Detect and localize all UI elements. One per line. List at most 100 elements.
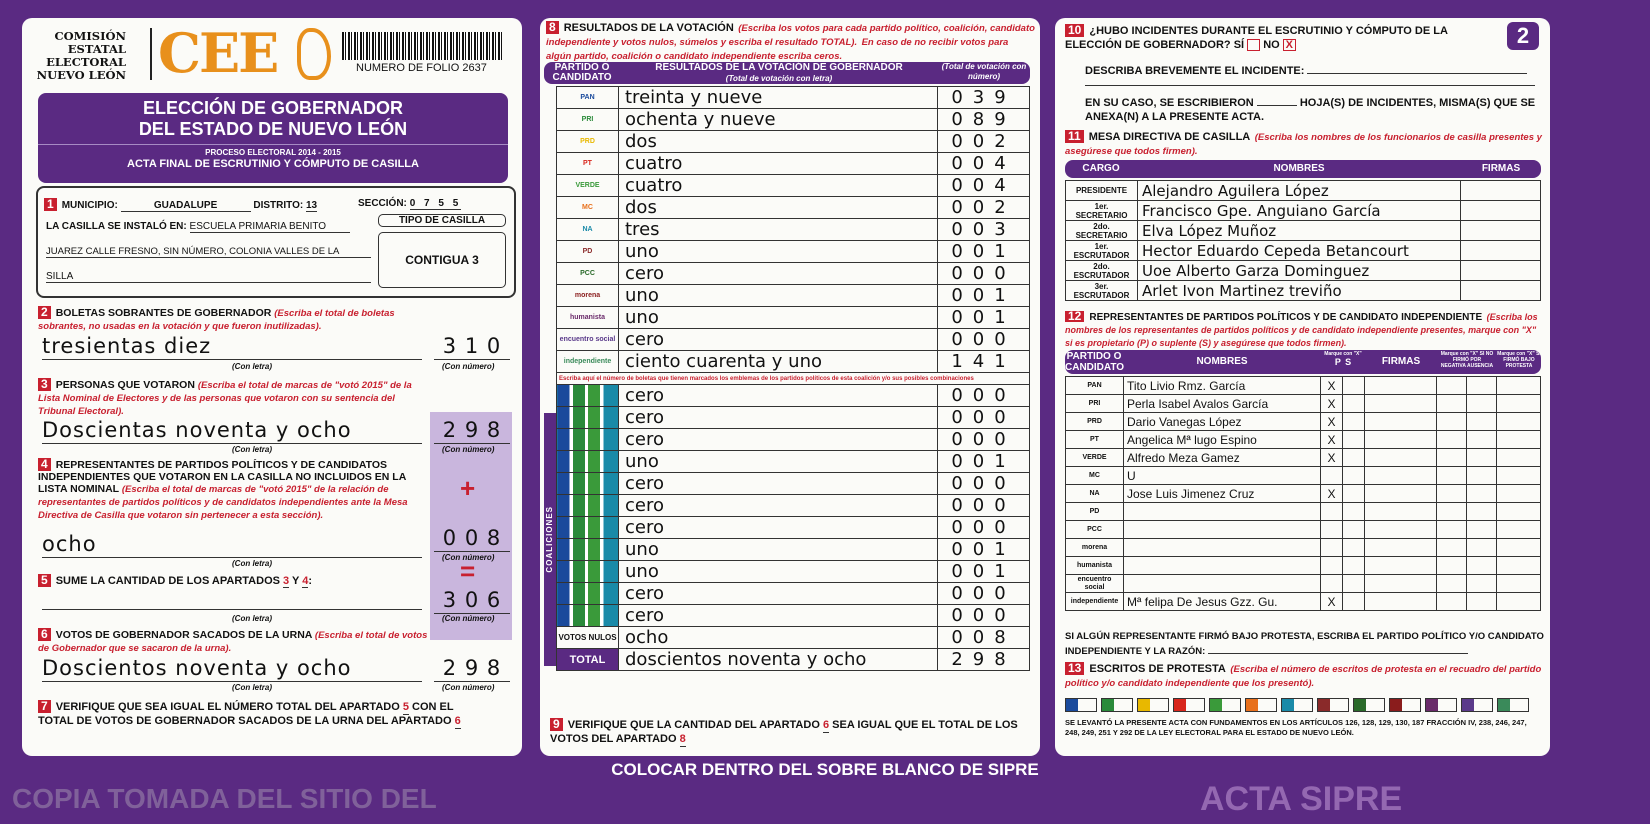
seccion-field[interactable]: 0 7 5 5 [409, 198, 462, 210]
suplente-checkbox[interactable] [1342, 376, 1365, 395]
firma-signature[interactable] [1460, 240, 1541, 261]
suma-numero-field[interactable]: 3 0 6 [434, 588, 510, 614]
negativa-checkbox[interactable] [1436, 574, 1467, 593]
firma-signature[interactable] [1364, 466, 1437, 485]
nombre-field[interactable]: Angelica Mª lugo Espino [1123, 430, 1321, 449]
negativa-checkbox[interactable] [1436, 502, 1467, 521]
suplente-checkbox[interactable] [1342, 394, 1365, 413]
bajo-protesta-checkbox[interactable] [1496, 484, 1541, 503]
hojas-field[interactable] [1256, 94, 1297, 106]
suplente-checkbox[interactable] [1342, 502, 1365, 521]
votaron-numero-field[interactable]: 2 9 8 [434, 418, 510, 444]
propietario-checkbox[interactable]: X [1320, 484, 1343, 503]
firma-signature[interactable] [1364, 376, 1437, 395]
propietario-checkbox[interactable]: X [1320, 394, 1343, 413]
votes-number-field[interactable]: 002 [937, 196, 1030, 219]
bajo-protesta-checkbox[interactable] [1496, 394, 1541, 413]
votes-number-field[interactable]: 001 [937, 450, 1030, 473]
votes-number-field[interactable]: 004 [937, 152, 1030, 175]
negativa-checkbox[interactable] [1436, 592, 1467, 611]
firma-signature[interactable] [1460, 180, 1541, 201]
firma-signature[interactable] [1364, 484, 1437, 503]
bajo-protesta-checkbox[interactable] [1496, 376, 1541, 395]
nombre-field[interactable]: Hector Eduardo Cepeda Betancourt [1137, 240, 1461, 261]
votes-number-field[interactable]: 298 [937, 648, 1030, 671]
ubicacion-field-3[interactable]: SILLA [46, 271, 371, 283]
firma-signature[interactable] [1364, 394, 1437, 413]
protest-count-box[interactable] [1317, 698, 1349, 712]
protest-count-box[interactable] [1137, 698, 1169, 712]
boletas-numero-field[interactable]: 3 1 0 [434, 334, 510, 360]
bajo-protesta-checkbox[interactable] [1496, 520, 1541, 539]
nombre-field[interactable]: Elva López Muñoz [1137, 220, 1461, 241]
votes-number-field[interactable]: 000 [937, 516, 1030, 539]
nombre-field[interactable] [1123, 502, 1321, 521]
propietario-checkbox[interactable]: X [1320, 376, 1343, 395]
bajo-protesta-checkbox[interactable] [1496, 430, 1541, 449]
votes-text-field[interactable]: ocho [618, 626, 938, 649]
propietario-checkbox[interactable] [1320, 538, 1343, 557]
protest-count-box[interactable] [1245, 698, 1277, 712]
votes-number-field[interactable]: 000 [937, 494, 1030, 517]
incidente-field[interactable] [1307, 73, 1528, 74]
votes-text-field[interactable]: tres [618, 218, 938, 241]
propietario-checkbox[interactable] [1320, 502, 1343, 521]
protest-count-box[interactable] [1425, 698, 1457, 712]
firma-signature[interactable] [1460, 200, 1541, 221]
votes-text-field[interactable]: cero [618, 384, 938, 407]
negativa-checkbox[interactable] [1436, 556, 1467, 575]
firma-signature[interactable] [1460, 280, 1541, 301]
votes-text-field[interactable]: treinta y nueve [618, 86, 938, 109]
votes-text-field[interactable]: cuatro [618, 174, 938, 197]
votaron-letra-field[interactable]: Doscientas noventa y ocho [42, 418, 422, 444]
suplente-checkbox[interactable] [1342, 466, 1365, 485]
suplente-checkbox[interactable] [1342, 592, 1365, 611]
nombre-field[interactable]: Tito Livio Rmz. García [1123, 376, 1321, 395]
votes-number-field[interactable]: 000 [937, 406, 1030, 429]
firma-signature[interactable] [1364, 448, 1437, 467]
firma-signature[interactable] [1460, 220, 1541, 241]
votes-text-field[interactable]: uno [618, 306, 938, 329]
bajo-protesta-checkbox[interactable] [1496, 466, 1541, 485]
negativa-checkbox[interactable] [1436, 430, 1467, 449]
bajo-protesta-checkbox[interactable] [1496, 412, 1541, 431]
bajo-protesta-checkbox[interactable] [1496, 538, 1541, 557]
urna-letra-field[interactable]: Doscientos noventa y ocho [42, 656, 422, 682]
municipio-field[interactable]: GUADALUPE [120, 200, 251, 212]
nombre-field[interactable] [1123, 574, 1321, 593]
bajo-protesta-checkbox[interactable] [1496, 592, 1541, 611]
nombre-field[interactable] [1123, 520, 1321, 539]
votes-number-field[interactable]: 000 [937, 384, 1030, 407]
votes-number-field[interactable]: 000 [937, 328, 1030, 351]
ausencia-checkbox[interactable] [1466, 520, 1497, 539]
votes-text-field[interactable]: uno [618, 450, 938, 473]
negativa-checkbox[interactable] [1436, 412, 1467, 431]
votes-number-field[interactable]: 039 [937, 86, 1030, 109]
negativa-checkbox[interactable] [1436, 448, 1467, 467]
firma-signature[interactable] [1364, 520, 1437, 539]
protest-count-box[interactable] [1461, 698, 1493, 712]
votes-number-field[interactable]: 141 [937, 350, 1030, 373]
votes-number-field[interactable]: 001 [937, 284, 1030, 307]
protest-count-box[interactable] [1497, 698, 1529, 712]
bajo-protesta-checkbox[interactable] [1496, 556, 1541, 575]
protest-count-box[interactable] [1353, 698, 1385, 712]
ausencia-checkbox[interactable] [1466, 394, 1497, 413]
negativa-checkbox[interactable] [1436, 394, 1467, 413]
firma-signature[interactable] [1460, 260, 1541, 281]
votes-text-field[interactable]: cero [618, 328, 938, 351]
votes-text-field[interactable]: cero [618, 472, 938, 495]
ausencia-checkbox[interactable] [1466, 556, 1497, 575]
boletas-letra-field[interactable]: tresientas diez [42, 334, 422, 360]
suplente-checkbox[interactable] [1342, 448, 1365, 467]
votes-number-field[interactable]: 000 [937, 604, 1030, 627]
votes-number-field[interactable]: 004 [937, 174, 1030, 197]
firma-signature[interactable] [1364, 430, 1437, 449]
votes-number-field[interactable]: 003 [937, 218, 1030, 241]
nombre-field[interactable]: Dario Vanegas López [1123, 412, 1321, 431]
suma-letra-field[interactable] [42, 608, 422, 610]
propietario-checkbox[interactable] [1320, 556, 1343, 575]
suplente-checkbox[interactable] [1342, 538, 1365, 557]
propietario-checkbox[interactable]: X [1320, 412, 1343, 431]
suplente-checkbox[interactable] [1342, 556, 1365, 575]
